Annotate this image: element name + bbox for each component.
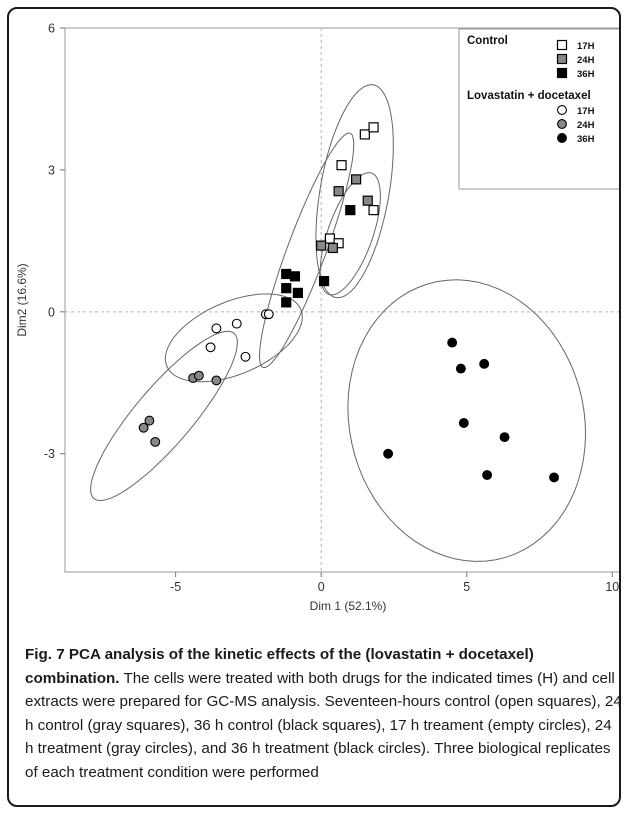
treatment-17h-point (205, 342, 216, 353)
treatment-36h-point (479, 358, 490, 369)
legend-group-title: Control (467, 35, 508, 47)
legend-treatment-24h-marker (557, 119, 567, 129)
control-17h-point (368, 205, 379, 216)
x-tick-label: 0 (318, 580, 325, 594)
y-axis-label: Dim2 (16.6%) (15, 263, 29, 336)
legend-treatment-36h-marker (557, 133, 567, 143)
legend-entry-label: 36H (577, 69, 595, 80)
legend-entry-label: 24H (577, 55, 595, 66)
confidence-ellipse (258, 132, 355, 368)
control-36h-point (318, 275, 330, 287)
control-17h-point (324, 233, 336, 244)
confidence-ellipse (164, 293, 303, 383)
treatment-36h-point (458, 418, 469, 428)
treatment-36h-point (499, 432, 510, 443)
treatment-17h-point (240, 351, 251, 362)
confidence-ellipse (319, 172, 381, 296)
control-24h-point (327, 242, 338, 254)
treatment-24h-point (193, 370, 204, 381)
treatment-36h-point (383, 448, 394, 459)
control-24h-point (316, 240, 327, 251)
control-36h-point (289, 271, 301, 282)
legend-entry-label: 17H (577, 41, 595, 52)
legend-entry-label: 24H (577, 120, 595, 131)
treatment-36h-point (482, 470, 493, 480)
legend-control-36h-marker (556, 67, 568, 79)
pca-scatter-plot: -5 0 5 10 -3 0 3 6 Dim 1 (52.1%) Dim2 (16.6%) Cont… (15, 22, 619, 613)
confidence-ellipse (90, 330, 238, 502)
control-36h-point (345, 205, 356, 216)
control-24h-point (362, 195, 373, 206)
legend-group-title: Lovastatin + docetaxel (467, 90, 591, 102)
treatment-36h-point (447, 337, 458, 348)
treatment-17h-point (263, 309, 274, 320)
legend-entry-label: 17H (577, 106, 595, 117)
x-tick-label: 5 (463, 580, 470, 594)
treatment-36h-point (455, 363, 466, 374)
treatment-36h-point (549, 472, 559, 483)
control-36h-point (292, 287, 303, 299)
y-tick-label: 0 (48, 305, 55, 319)
control-17h-point (359, 129, 370, 140)
treatment-17h-point (231, 318, 242, 329)
y-tick-label: 6 (48, 22, 55, 36)
legend-treatment-17h-marker (557, 105, 567, 115)
control-24h-point (333, 186, 344, 197)
confidence-ellipse (347, 279, 587, 562)
control-36h-point (281, 297, 292, 308)
y-tick-label: -3 (44, 447, 55, 461)
control-36h-point (281, 268, 292, 280)
y-tick-label: 3 (48, 163, 55, 177)
control-36h-point (281, 283, 292, 294)
legend-entry-label: 36H (577, 134, 595, 145)
treatment-24h-point (144, 415, 155, 426)
legend-control-17h-marker (556, 39, 568, 51)
x-axis-label: Dim 1 (52.1%) (310, 599, 387, 613)
caption-title: Fig. 7 PCA analysis of the kinetic effec… (25, 646, 534, 687)
x-tick-label: -5 (170, 580, 181, 594)
x-tick-label: 10 (605, 580, 619, 594)
caption-body: The cells were treated with both drugs f… (25, 669, 621, 781)
control-17h-point (336, 160, 347, 171)
treatment-24h-point (211, 375, 222, 386)
figure-frame: -5 0 5 10 -3 0 3 6 Dim 1 (52.1%) Dim2 (16.6%) Cont… (7, 7, 621, 807)
confidence-ellipse (315, 84, 394, 299)
treatment-24h-point (138, 422, 149, 433)
control-17h-point (368, 122, 379, 133)
control-24h-point (350, 174, 362, 185)
treatment-24h-point (150, 436, 161, 447)
legend-box (458, 28, 619, 190)
plot-border (64, 27, 619, 573)
treatment-17h-point (211, 323, 222, 334)
legend-control-24h-marker (556, 53, 568, 65)
figure-caption: Fig. 7 PCA analysis of the kinetic effec… (25, 643, 621, 785)
